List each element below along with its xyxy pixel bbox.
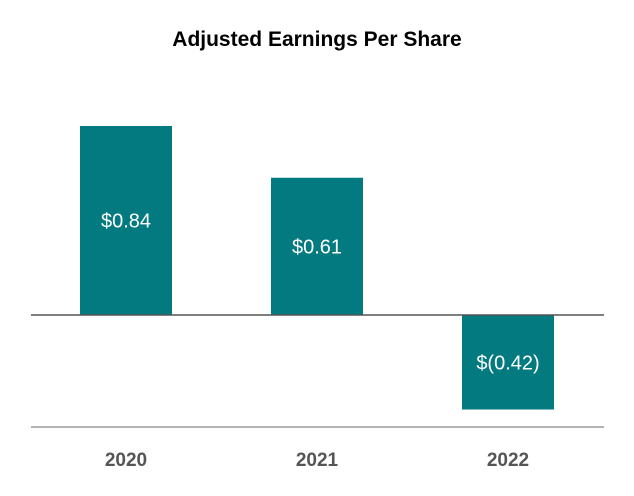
data-label: $(0.42) bbox=[476, 352, 539, 374]
x-tick-label: 2020 bbox=[105, 450, 147, 471]
data-label: $0.84 bbox=[101, 211, 151, 233]
bar bbox=[271, 177, 363, 315]
x-tick-label: 2022 bbox=[487, 450, 529, 471]
data-label: $0.61 bbox=[292, 236, 342, 258]
bar bbox=[462, 315, 554, 410]
chart-title: Adjusted Earnings Per Share bbox=[172, 28, 462, 51]
bar bbox=[80, 126, 172, 315]
x-tick-label: 2021 bbox=[296, 450, 339, 471]
